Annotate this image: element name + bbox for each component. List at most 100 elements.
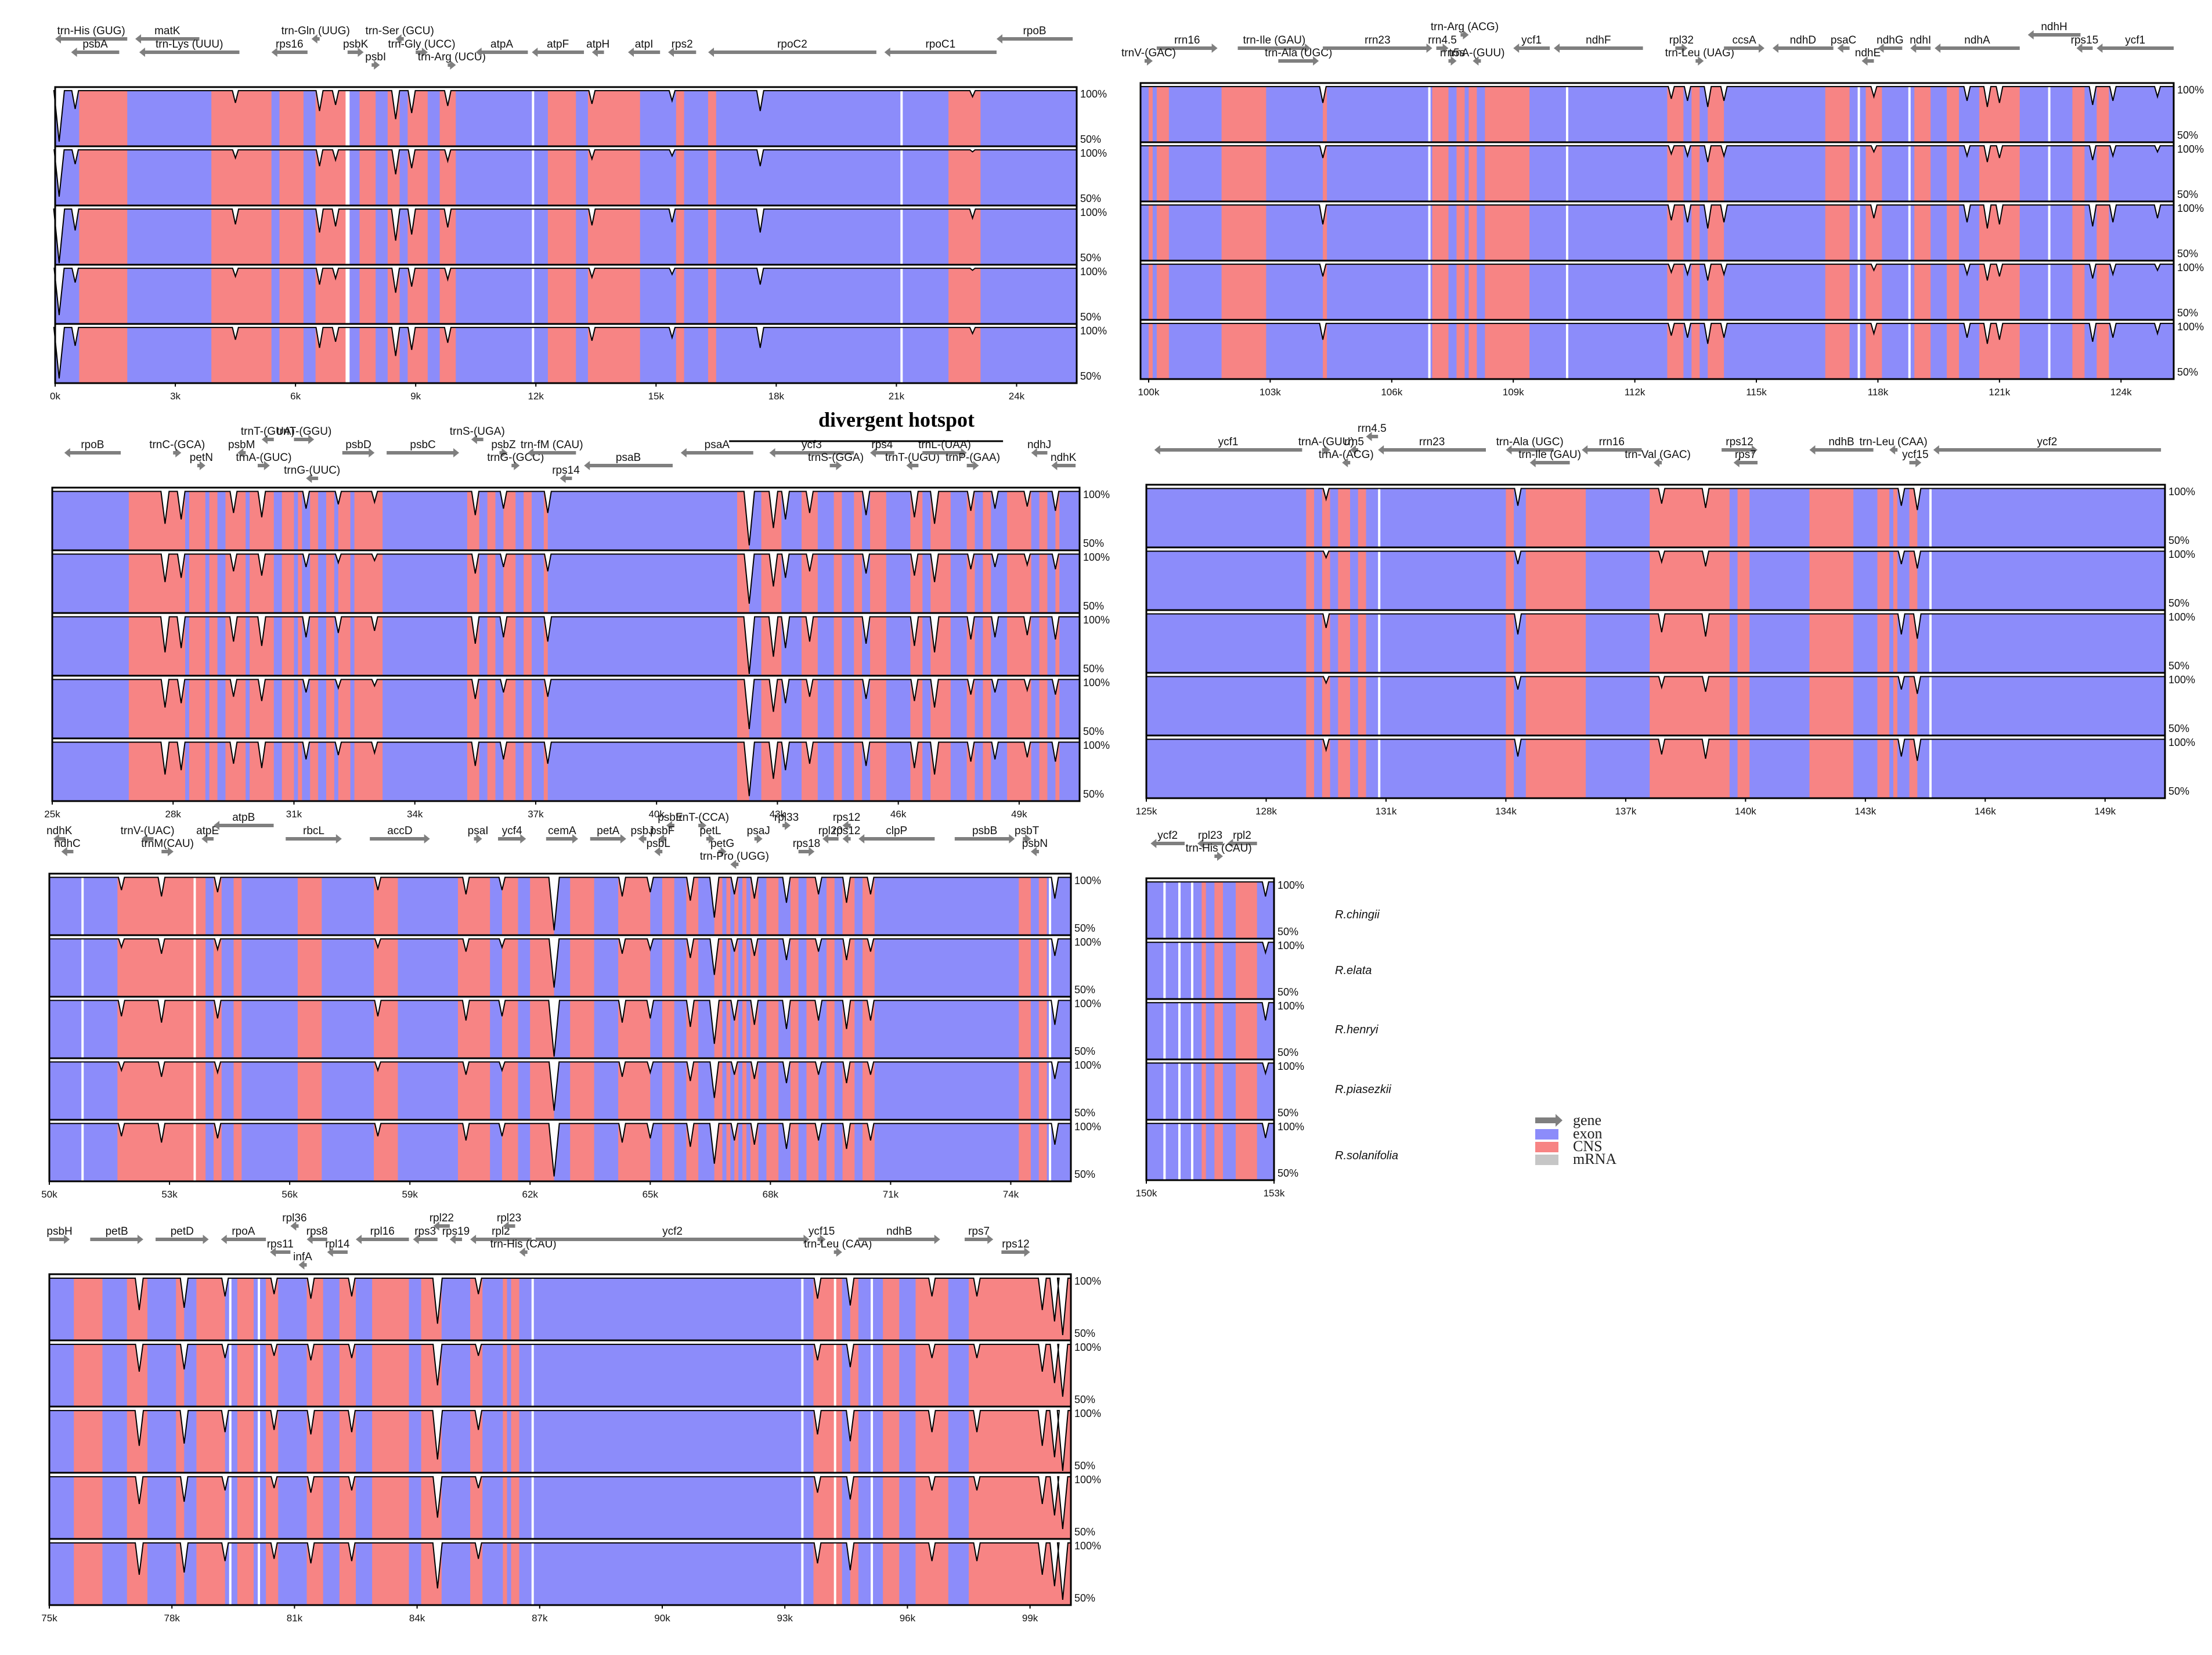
cns-region: [806, 874, 819, 1181]
gene-arrow: [449, 1235, 463, 1244]
gene-arrow: [173, 448, 182, 457]
gene-arrow: [511, 461, 520, 470]
pct-label-50: 50%: [1074, 1045, 1095, 1057]
gene-arrow: [1154, 445, 1302, 455]
x-tick-label: 3k: [170, 391, 181, 402]
identity-trace: [1141, 264, 2174, 281]
cns-region: [282, 488, 294, 801]
x-tick-label: 146k: [1975, 806, 1996, 817]
pct-label-100: 100%: [1080, 266, 1107, 277]
pct-label-100: 100%: [1080, 207, 1107, 218]
gene-arrow: [433, 1221, 450, 1231]
gene-label: ndhA: [1964, 34, 1990, 46]
pct-label-50: 50%: [1083, 726, 1104, 737]
identity-trace: [49, 1542, 1071, 1600]
identity-panel-p1: 100% 50% 100% 50% 100% 50% 100% 50% 100% 50% 0k 3k 6…: [50, 25, 1107, 402]
x-tick-label: 124k: [2110, 387, 2132, 398]
x-tick-label: 143k: [1854, 806, 1876, 817]
x-tick-label: 28k: [165, 809, 182, 820]
gene-label: rpl23: [1198, 830, 1222, 842]
gene-arrow: [475, 48, 528, 57]
cns-region: [1156, 83, 1169, 379]
cns-region: [1201, 878, 1206, 1180]
x-tick-label: 12k: [528, 391, 544, 402]
gene-arrow: [1366, 432, 1379, 441]
x-tick-label: 74k: [1003, 1189, 1019, 1200]
gene-label: rpoB: [1023, 25, 1046, 37]
gene-arrow: [201, 834, 214, 843]
x-tick-label: 131k: [1376, 806, 1397, 817]
pct-label-100: 100%: [1278, 1000, 1304, 1012]
cns-region: [279, 87, 304, 383]
cns-region: [1214, 878, 1223, 1180]
gene-arrow: [782, 821, 791, 830]
gene-label: rps11: [267, 1238, 294, 1250]
cns-region: [1338, 485, 1350, 798]
x-tick-label: 134k: [1495, 806, 1517, 817]
gene-label: psbL: [647, 838, 670, 850]
pct-label-50: 50%: [1080, 370, 1101, 382]
gene-arrow: [161, 847, 174, 856]
pct-label-50: 50%: [2177, 307, 2198, 319]
gene-label: trnV-(UAC): [121, 825, 175, 837]
pct-label-50: 50%: [1278, 1047, 1298, 1058]
cns-region: [1221, 83, 1266, 379]
gene-arrow: [1861, 56, 1874, 66]
mrna-region: [1857, 83, 1860, 379]
identity-fill: [1146, 1120, 1274, 1138]
x-tick-label: 25k: [44, 809, 60, 820]
gene-arrow: [1448, 56, 1457, 66]
gene-label: trnA-(GUC): [236, 452, 291, 464]
gene-arrow: [53, 834, 66, 843]
cns-region: [734, 874, 739, 1181]
legend-label: exon: [1573, 1125, 1603, 1142]
gene-label: psbF: [650, 825, 674, 837]
x-tick-label: 87k: [532, 1613, 548, 1624]
gene-label: rrn4.5: [1428, 34, 1457, 46]
gene-label: trn-Ile (GAU): [1243, 34, 1306, 46]
gene-label: rpl2: [1233, 830, 1251, 842]
gene-label: ndhK: [46, 825, 73, 837]
gene-arrow: [1342, 458, 1351, 467]
species-label: R.henryi: [1335, 1023, 1379, 1036]
gene-label: ycf1: [1521, 34, 1542, 46]
cns-region: [1691, 83, 1700, 379]
legend-label: gene: [1573, 1112, 1601, 1128]
gene-label: ycf1: [1218, 436, 1239, 448]
cns-region: [1485, 83, 1530, 379]
x-tick-label: 96k: [900, 1613, 916, 1624]
gene-label: petA: [597, 825, 619, 837]
gene-arrow: [370, 834, 430, 843]
gene-arrow: [61, 847, 74, 856]
gene-arrow: [258, 461, 270, 470]
gene-arrow: [1197, 839, 1223, 848]
gene-arrow: [858, 1235, 940, 1244]
gene-label: cemA: [548, 825, 576, 837]
pct-label-100: 100%: [1278, 1061, 1304, 1072]
x-tick-label: 31k: [286, 809, 302, 820]
x-tick-label: 68k: [763, 1189, 779, 1200]
pct-label-100: 100%: [1074, 1059, 1101, 1071]
gene-label: ndhE: [1855, 47, 1881, 59]
cns-region: [79, 87, 128, 383]
gene-arrow: [1878, 44, 1903, 53]
x-tick-label: 15k: [648, 391, 665, 402]
gene-arrow: [416, 48, 428, 57]
gene-arrow: [658, 834, 667, 843]
gene-arrow: [1554, 44, 1643, 53]
cns-region: [298, 488, 302, 801]
pct-label-50: 50%: [1278, 1107, 1298, 1119]
pct-label-100: 100%: [1083, 551, 1110, 563]
pct-label-50: 50%: [2168, 535, 2189, 546]
gene-arrow: [666, 821, 674, 830]
identity-trace: [52, 616, 1080, 675]
identity-trace: [1141, 204, 2174, 229]
legend-swatch-mrna: [1535, 1155, 1558, 1165]
gene-arrow: [471, 435, 483, 444]
cns-region: [297, 874, 322, 1181]
gene-arrow: [1144, 56, 1153, 66]
identity-trace: [49, 1277, 1071, 1335]
cns-region: [1055, 488, 1060, 801]
cns-region: [213, 874, 222, 1181]
gene-label: rpl23: [497, 1212, 521, 1224]
